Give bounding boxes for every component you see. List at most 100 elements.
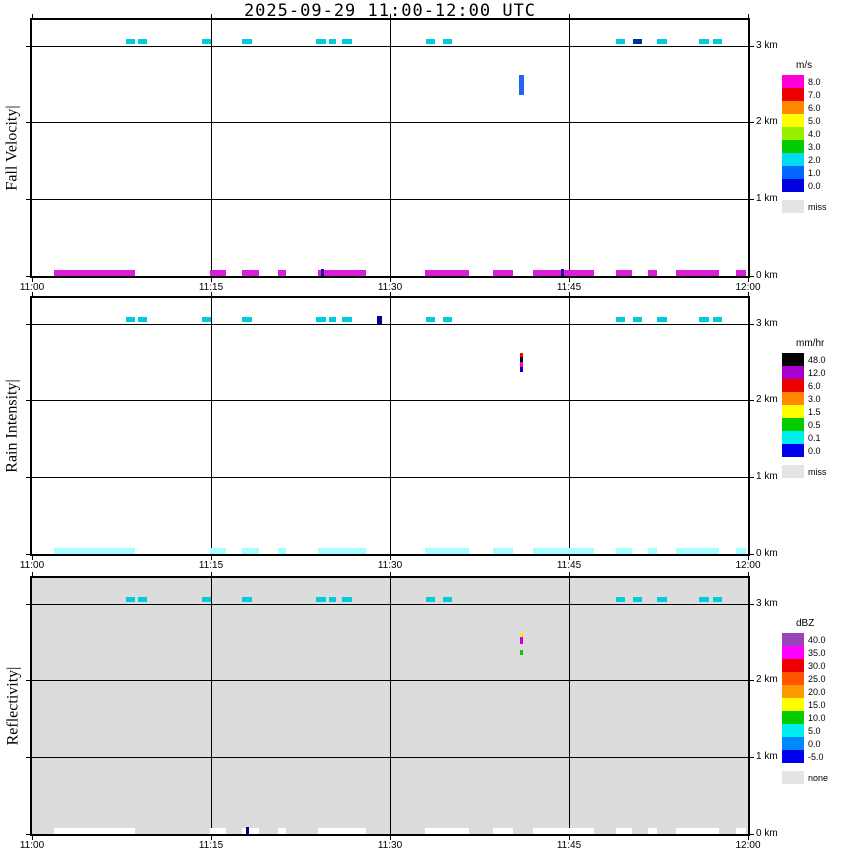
echo-mark — [201, 39, 211, 44]
echo-mark — [713, 39, 722, 44]
colorbar-value-label: -5.0 — [808, 751, 824, 762]
colorbar-value-label: 3.0 — [808, 141, 821, 152]
colorbar-swatch — [782, 724, 804, 737]
colorbar-rain-intensity: mm/hr 48.0 12.0 6.0 3.0 1.5 0.5 0.1 0.0 miss — [782, 338, 846, 478]
colorbar-row: 35.0 — [782, 646, 846, 659]
echo-mark — [126, 317, 135, 322]
echo-mark — [676, 269, 720, 276]
y-tick-label: 0 km — [756, 828, 778, 839]
colorbar-missing-row: miss — [782, 465, 846, 478]
echo-mark — [615, 39, 625, 44]
echo-mark — [242, 597, 252, 602]
x-tick-mark — [569, 556, 570, 560]
echo-mark — [138, 317, 147, 322]
y-tick-label: 1 km — [756, 471, 778, 483]
colorbar-row: 0.0 — [782, 179, 846, 192]
colorbar-value-label: 0.0 — [808, 180, 821, 191]
y-tick-mark — [750, 276, 754, 277]
echo-mark — [633, 597, 642, 602]
y-tick-mark — [26, 757, 30, 759]
echo-mark — [126, 39, 135, 44]
colorbar-unit-label: m/s — [796, 60, 813, 71]
colorbar-swatch — [782, 366, 804, 379]
echo-mark — [518, 74, 524, 96]
y-axis-label-column: Reflectivity| — [0, 576, 26, 836]
echo-mark — [615, 317, 625, 322]
grid-line-vertical — [390, 578, 391, 834]
colorbar-row: 10.0 — [782, 711, 846, 724]
echo-mark — [519, 362, 524, 367]
y-tick-label: 2 km — [756, 674, 778, 686]
echo-mark — [676, 547, 720, 554]
x-tick-label: 12:00 — [735, 560, 761, 571]
echo-mark — [424, 827, 469, 834]
echo-mark — [242, 39, 252, 44]
colorbar-swatch — [782, 88, 804, 101]
colorbar-value-label: 0.5 — [808, 419, 821, 430]
colorbar-swatch — [782, 153, 804, 166]
echo-mark — [242, 827, 259, 834]
colorbar-row: 3.0 — [782, 140, 846, 153]
colorbar-value-label: 1.0 — [808, 167, 821, 178]
colorbar-row: 4.0 — [782, 127, 846, 140]
x-tick-mark — [569, 836, 570, 840]
echo-mark — [277, 269, 287, 276]
echo-mark — [318, 827, 367, 834]
echo-mark — [492, 269, 513, 276]
colorbar-swatch — [782, 101, 804, 114]
echo-mark — [657, 597, 667, 602]
grid-line-vertical — [569, 578, 570, 834]
grid-line-horizontal — [32, 400, 748, 402]
grid-line-vertical — [569, 298, 570, 554]
echo-mark — [442, 597, 452, 602]
x-tick-mark — [390, 292, 391, 296]
echo-mark — [699, 597, 709, 602]
colorbar-reflectivity: dBZ 40.0 35.0 30.0 25.0 20.0 15.0 10.0 5.0 0.0 -5.… — [782, 618, 846, 784]
plot-area-fall-velocity — [30, 18, 750, 278]
x-tick-mark — [569, 278, 570, 282]
plot-area-rain-intensity — [30, 296, 750, 556]
x-tick-mark — [32, 572, 33, 576]
colorbar-missing-row: none — [782, 771, 846, 784]
colorbar-value-label: 0.0 — [808, 445, 821, 456]
colorbar-swatch — [782, 431, 804, 444]
colorbar-missing-swatch — [782, 200, 804, 213]
colorbar-value-label: 5.0 — [808, 725, 821, 736]
y-tick-mark — [26, 400, 30, 402]
colorbar-value-label: 6.0 — [808, 380, 821, 391]
colorbar-swatch — [782, 685, 804, 698]
echo-mark — [736, 547, 746, 554]
grid-line-vertical — [569, 20, 570, 276]
echo-mark — [492, 547, 513, 554]
y-tick-mark — [750, 680, 754, 682]
x-tick-mark — [748, 572, 749, 576]
echo-mark — [647, 547, 658, 554]
echo-mark — [736, 827, 746, 834]
colorbar-value-label: 10.0 — [808, 712, 826, 723]
echo-mark — [519, 650, 524, 655]
y-tick-mark — [26, 680, 30, 682]
echo-mark — [242, 547, 259, 554]
echo-mark — [647, 269, 658, 276]
grid-line-horizontal — [32, 323, 748, 325]
y-tick-mark — [26, 199, 30, 201]
echo-mark — [245, 827, 250, 834]
colorbar-row: 30.0 — [782, 659, 846, 672]
echo-mark — [316, 39, 326, 44]
colorbar-row: 5.0 — [782, 114, 846, 127]
panel-reflectivity: Reflectivity| dBZ 40.0 35.0 30.0 25.0 20.0 15.… — [0, 572, 850, 864]
echo-mark — [533, 547, 595, 554]
y-tick-mark — [26, 122, 30, 124]
colorbar-swatch — [782, 444, 804, 457]
echo-mark — [342, 597, 352, 602]
y-tick-mark — [750, 122, 754, 124]
x-tick-mark — [211, 836, 212, 840]
y-tick-mark — [750, 400, 754, 402]
colorbar-row: 1.0 — [782, 166, 846, 179]
y-tick-mark — [750, 45, 754, 47]
x-tick-label: 11:30 — [377, 840, 403, 851]
y-axis-label-column: Rain Intensity| — [0, 296, 26, 556]
colorbar-row: 48.0 — [782, 353, 846, 366]
x-tick-label: 11:00 — [19, 560, 45, 571]
